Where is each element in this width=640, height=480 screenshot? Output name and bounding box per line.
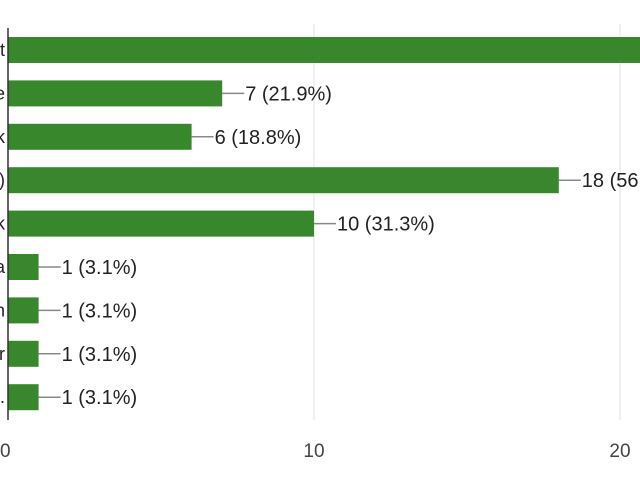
data-label: 6 (18.8%) [215,127,302,149]
data-labels: 21 (65.6%)7 (21.9%)6 (18.8%)18 (56.3%)10… [38,83,640,409]
x-tick-label: 0 [0,441,11,462]
x-tick-label: 20 [609,441,630,462]
bar-0 [8,37,640,63]
category-label: a [0,257,6,277]
bar-7 [8,340,39,367]
category-label: . [0,387,5,407]
category-label: r [0,344,5,364]
bar-1 [8,80,223,107]
data-label: 1 (3.1%) [62,344,138,366]
data-label: 10 (31.3%) [337,214,435,236]
bar-6 [8,297,39,324]
category-label: k [0,127,6,147]
x-axis-ticks: 0 10 20 [0,441,631,462]
data-label: 18 (56.3%) [582,170,640,192]
x-tick-label: 10 [303,441,324,462]
category-label: ) [0,170,5,190]
bar-8 [8,384,39,411]
bar-5 [8,254,39,280]
data-label: 1 (3.1%) [62,300,138,322]
bar-3 [8,167,559,194]
category-label: n [0,300,5,320]
bars [8,37,640,411]
bar-2 [8,123,192,150]
category-label: k [0,214,6,234]
category-labels: t e k) k a n r. [0,40,6,407]
data-label: 1 (3.1%) [62,257,138,279]
data-label: 1 (3.1%) [62,387,138,409]
data-label: 7 (21.9%) [245,83,332,105]
category-label: e [0,83,5,103]
bar-4 [8,210,314,237]
category-label: t [0,40,5,60]
